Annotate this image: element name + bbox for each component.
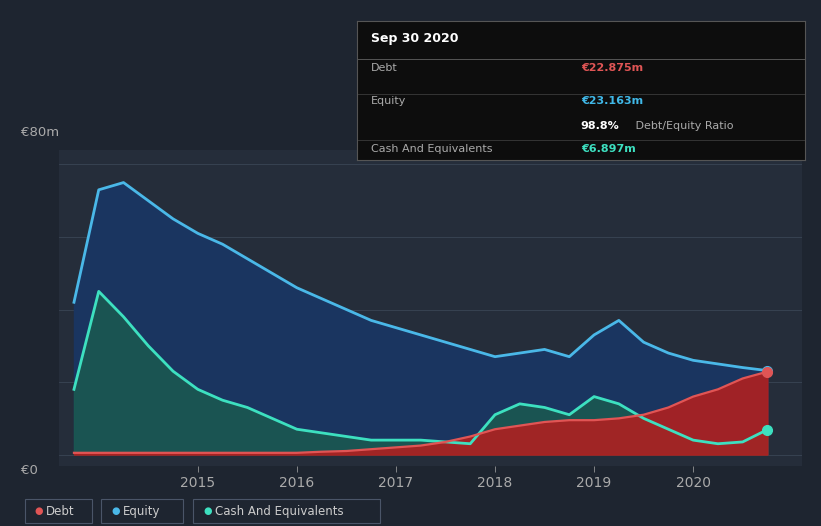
- Text: ●: ●: [203, 506, 212, 517]
- Text: Debt: Debt: [46, 505, 75, 518]
- Text: €22.875m: €22.875m: [581, 63, 643, 73]
- Text: Cash And Equivalents: Cash And Equivalents: [370, 144, 492, 154]
- Text: Equity: Equity: [370, 96, 406, 106]
- Text: Sep 30 2020: Sep 30 2020: [370, 32, 458, 45]
- Text: Debt: Debt: [370, 63, 397, 73]
- Text: ●: ●: [34, 506, 43, 517]
- Text: 98.8%: 98.8%: [581, 122, 620, 132]
- Text: €0: €0: [21, 464, 38, 477]
- Text: Cash And Equivalents: Cash And Equivalents: [214, 505, 343, 518]
- Text: ●: ●: [112, 506, 120, 517]
- Text: €6.897m: €6.897m: [581, 144, 635, 154]
- Text: Debt/Equity Ratio: Debt/Equity Ratio: [632, 122, 734, 132]
- Text: €23.163m: €23.163m: [581, 96, 643, 106]
- Text: €80m: €80m: [21, 126, 58, 139]
- Text: Equity: Equity: [123, 505, 160, 518]
